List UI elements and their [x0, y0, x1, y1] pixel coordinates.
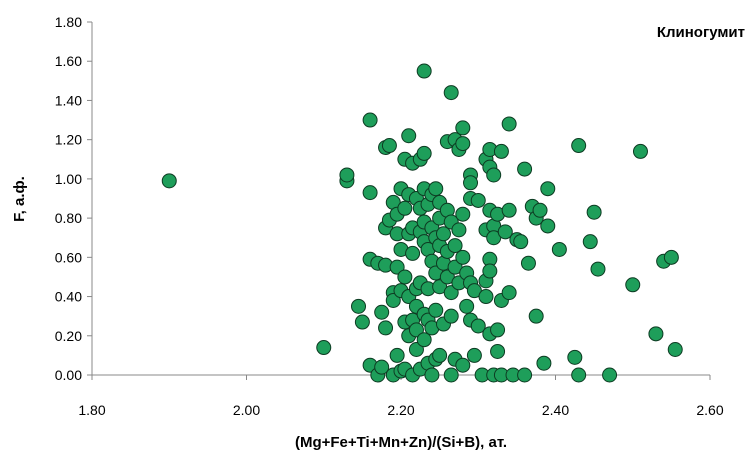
data-point: [351, 298, 367, 314]
y-tick-label: 1.40: [55, 92, 82, 108]
data-point: [408, 342, 424, 358]
x-axis-title: (Mg+Fe+Ti+Mn+Zn)/(Si+B), ат.: [295, 434, 507, 451]
data-point: [466, 347, 482, 363]
data-point: [625, 277, 641, 293]
data-point: [493, 143, 509, 159]
y-tick-label: 1.60: [55, 53, 82, 69]
data-point: [571, 138, 587, 154]
data-point: [455, 357, 471, 373]
data-point: [602, 367, 618, 383]
data-point: [397, 269, 413, 285]
data-point: [455, 120, 471, 136]
data-point: [497, 224, 513, 240]
y-tick-label: 0.00: [55, 367, 82, 383]
data-point: [447, 238, 463, 254]
data-point: [582, 234, 598, 250]
data-point: [424, 367, 440, 383]
data-point: [416, 63, 432, 79]
data-points: [161, 63, 683, 383]
data-point: [663, 249, 679, 265]
data-point: [339, 167, 355, 183]
data-point: [536, 355, 552, 371]
data-point: [435, 226, 451, 242]
data-point: [551, 241, 567, 257]
data-point: [486, 167, 502, 183]
data-point: [451, 222, 467, 238]
data-point: [381, 138, 397, 154]
data-point: [470, 192, 486, 208]
data-point: [667, 342, 683, 358]
data-point: [443, 85, 459, 101]
data-point: [408, 322, 424, 338]
data-point: [517, 367, 533, 383]
data-point: [401, 128, 417, 144]
data-point: [416, 332, 432, 348]
data-point: [567, 349, 583, 365]
data-point: [389, 259, 405, 275]
data-point: [443, 308, 459, 324]
data-point: [362, 185, 378, 201]
data-point: [374, 359, 390, 375]
data-point: [501, 202, 517, 218]
data-point: [528, 308, 544, 324]
x-tick-label: 2.40: [542, 402, 569, 418]
data-point: [455, 136, 471, 152]
data-point: [470, 318, 486, 334]
data-point: [385, 292, 401, 308]
data-point: [478, 289, 494, 305]
data-point: [459, 298, 475, 314]
y-axis-title: F, а.ф.: [11, 176, 28, 222]
data-point: [416, 145, 432, 161]
data-point: [571, 367, 587, 383]
data-point: [354, 314, 370, 330]
data-point: [432, 347, 448, 363]
y-tick-label: 1.20: [55, 132, 82, 148]
data-point: [490, 343, 506, 359]
data-point: [586, 204, 602, 220]
x-tick-label: 2.60: [696, 402, 723, 418]
data-point: [520, 255, 536, 271]
y-tick-label: 1.00: [55, 171, 82, 187]
data-point: [428, 302, 444, 318]
data-point: [455, 249, 471, 265]
y-tick-label: 1.80: [55, 14, 82, 30]
data-point: [490, 322, 506, 338]
data-point: [648, 326, 664, 342]
data-point: [397, 200, 413, 216]
data-point: [374, 304, 390, 320]
x-tick-label: 2.20: [387, 402, 414, 418]
data-point: [540, 218, 556, 234]
x-tick-label: 1.80: [78, 402, 105, 418]
y-tick-group: 0.00 0.20 0.40 0.60 0.80 1.00 1.20 1.40 1.60 1.80: [55, 14, 92, 383]
y-tick-label: 0.80: [55, 210, 82, 226]
data-point: [513, 234, 529, 250]
data-point: [378, 320, 394, 336]
data-point: [405, 245, 421, 261]
data-point: [501, 116, 517, 132]
y-tick-label: 0.20: [55, 328, 82, 344]
y-tick-label: 0.60: [55, 249, 82, 265]
data-point: [463, 175, 479, 191]
y-tick-label: 0.40: [55, 289, 82, 305]
data-point: [316, 340, 332, 356]
data-point: [632, 143, 648, 159]
x-tick-group: 1.80 2.00 2.20 2.40 2.60: [78, 375, 724, 418]
data-point: [482, 263, 498, 279]
data-point: [362, 112, 378, 128]
data-point: [161, 173, 177, 189]
data-point: [540, 181, 556, 197]
data-point: [517, 161, 533, 177]
data-point: [501, 285, 517, 301]
data-point: [455, 206, 471, 222]
data-point: [443, 367, 459, 383]
data-point: [428, 181, 444, 197]
data-point: [443, 285, 459, 301]
chart-annotation: Клиногумит: [657, 24, 745, 41]
x-tick-label: 2.00: [233, 402, 260, 418]
data-point: [532, 202, 548, 218]
data-point: [389, 347, 405, 363]
data-point: [590, 261, 606, 277]
